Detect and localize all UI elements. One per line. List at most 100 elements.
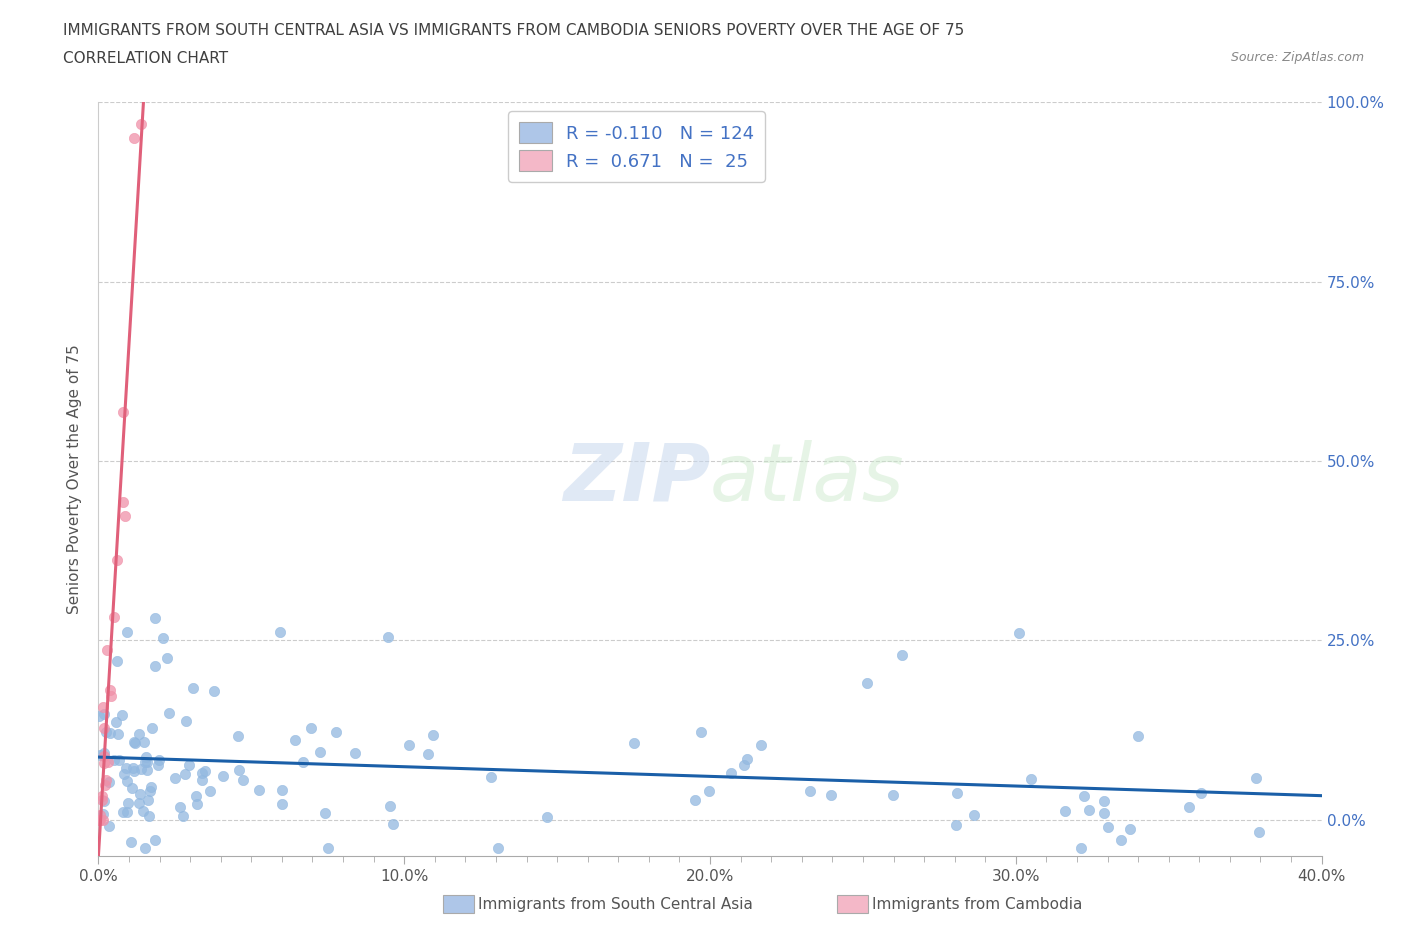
Point [486,841,509,856]
Point [124,736,146,751]
Point [97,754,120,769]
Point [148,752,170,767]
Point [114,509,136,524]
Point [87,812,110,827]
Point [128,726,150,741]
Point [141,779,163,794]
Point [299,721,322,736]
Point [98,818,121,833]
Point [134,735,156,750]
Point [89,748,111,763]
Point [93,749,115,764]
Point [143,611,166,626]
Point [422,728,444,743]
Point [733,758,755,773]
Point [309,745,332,760]
Point [685,792,707,807]
Point [380,798,402,813]
Point [94,777,117,792]
Point [202,684,225,698]
Point [152,631,174,645]
Point [232,772,254,787]
Point [91,699,114,714]
Point [169,799,191,814]
Point [115,773,138,788]
Point [172,809,194,824]
Point [325,724,347,739]
Point [228,763,250,777]
Text: CORRELATION CHART: CORRELATION CHART [63,51,228,66]
Point [111,405,134,419]
Point [89,812,111,827]
Point [136,793,159,808]
Point [90,793,112,808]
Point [146,757,169,772]
Text: Immigrants from South Central Asia: Immigrants from South Central Asia [478,897,754,912]
Point [135,750,157,764]
Point [212,769,235,784]
Text: Source: ZipAtlas.com: Source: ZipAtlas.com [1230,51,1364,64]
Point [93,812,115,827]
Point [269,624,291,639]
Point [191,765,214,780]
Y-axis label: Seniors Poverty Over the Age of 75: Seniors Poverty Over the Age of 75 [67,344,83,614]
Point [1077,803,1099,817]
Point [93,745,115,760]
Point [890,648,912,663]
Point [131,804,153,818]
Point [89,807,111,822]
Point [156,651,179,666]
Point [314,806,336,821]
Point [139,783,162,798]
Point [174,713,197,728]
Point [105,653,128,668]
Point [112,804,135,819]
Legend: R = -0.110   N = 124, R =  0.671   N =  25: R = -0.110 N = 124, R = 0.671 N = 25 [508,112,765,182]
Text: atlas: atlas [710,440,905,518]
Point [129,762,152,777]
Point [1092,793,1115,808]
Point [226,729,249,744]
Point [1019,772,1042,787]
Point [112,766,135,781]
Point [129,787,152,802]
Point [87,812,110,827]
Point [136,754,159,769]
Point [115,804,138,819]
Point [135,763,157,777]
Point [122,131,145,146]
Point [799,784,821,799]
Point [122,761,145,776]
Point [108,752,131,767]
Point [1092,805,1115,820]
Point [1177,800,1199,815]
Point [1119,822,1142,837]
Point [115,624,138,639]
Point [103,753,125,768]
Point [479,770,502,785]
Point [98,683,121,698]
Point [247,782,270,797]
Point [87,709,110,724]
Point [720,765,742,780]
Point [143,658,166,673]
Point [1189,786,1212,801]
Point [690,724,713,739]
Point [193,764,215,778]
Point [107,727,129,742]
Point [1073,789,1095,804]
Point [134,841,156,856]
Point [623,736,645,751]
Point [93,755,115,770]
Point [271,782,294,797]
Point [128,796,150,811]
Point [114,761,136,776]
Point [96,643,118,658]
Point [1008,625,1031,640]
Point [945,817,967,832]
Text: ZIP: ZIP [562,440,710,518]
Point [184,789,207,804]
Point [91,789,114,804]
Text: IMMIGRANTS FROM SOUTH CENTRAL ASIA VS IMMIGRANTS FROM CAMBODIA SENIORS POVERTY O: IMMIGRANTS FROM SOUTH CENTRAL ASIA VS IM… [63,23,965,38]
Point [200,784,222,799]
